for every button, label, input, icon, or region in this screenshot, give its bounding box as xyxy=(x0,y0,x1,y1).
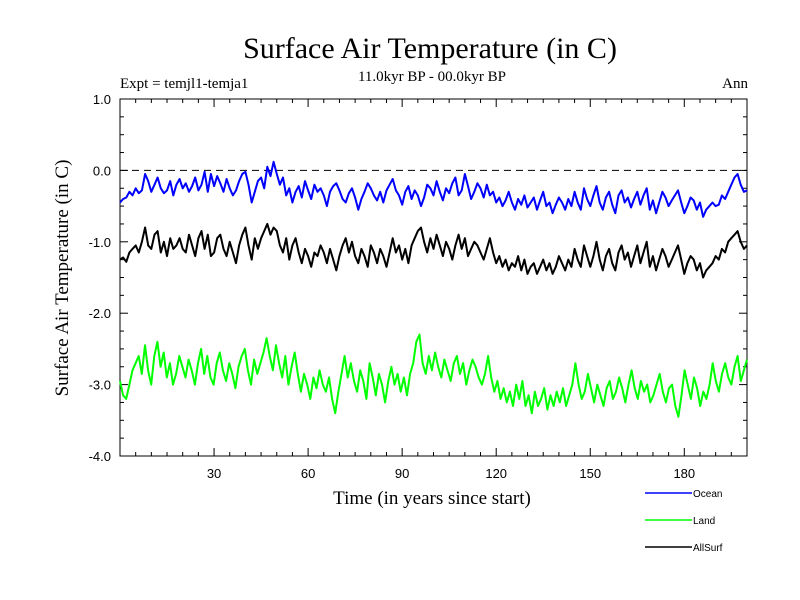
legend: Ocean Land AllSurf xyxy=(645,489,723,554)
y-tick-label: 1.0 xyxy=(93,92,111,107)
y-axis-title: Surface Air Temperature (in C) xyxy=(52,160,73,397)
series-line-land xyxy=(119,333,748,418)
chart-subtitle: 11.0kyr BP - 00.0kyr BP xyxy=(358,69,506,85)
series-layer xyxy=(119,160,748,418)
x-tick-label: 90 xyxy=(395,466,409,481)
y-tick-label: -4.0 xyxy=(89,449,111,464)
legend-label-ocean: Ocean xyxy=(693,489,722,500)
experiment-label: Expt = temjl1-temja1 xyxy=(120,76,248,92)
series-line-ocean xyxy=(119,160,748,218)
x-tick-label: 180 xyxy=(673,466,695,481)
x-tick-label: 150 xyxy=(579,466,601,481)
y-tick-label: -2.0 xyxy=(89,306,111,321)
season-label: Ann xyxy=(722,76,748,92)
x-tick-label: 120 xyxy=(485,466,507,481)
y-tick-label: 0.0 xyxy=(93,163,111,178)
legend-label-allsurf: AllSurf xyxy=(693,543,723,554)
plot-frame xyxy=(119,98,748,457)
legend-label-land: Land xyxy=(693,516,715,527)
x-tick-label: 30 xyxy=(207,466,221,481)
y-tick-label: -1.0 xyxy=(89,235,111,250)
series-line-allsurf xyxy=(119,222,748,279)
x-tick-label: 60 xyxy=(301,466,315,481)
x-axis-title: Time (in years since start) xyxy=(333,488,531,509)
chart-title: Surface Air Temperature (in C) xyxy=(243,32,617,65)
ticks-layer: 30 60 90 120 150 180 1.0 0.0 -1.0 -2.0 -3.0 -4.0 xyxy=(89,92,747,481)
y-tick-label: -3.0 xyxy=(89,378,111,393)
